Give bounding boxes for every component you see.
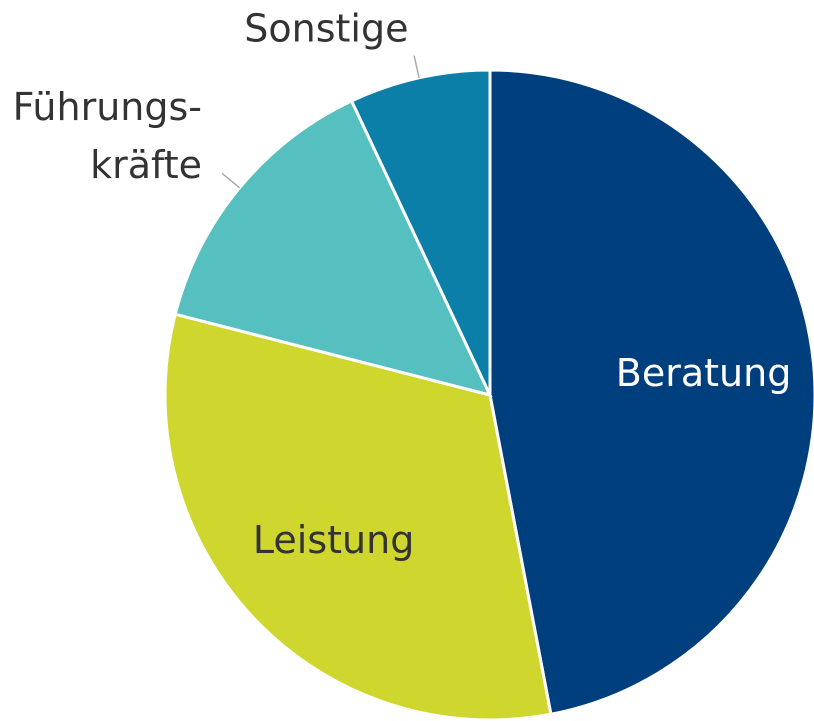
slice-label: Führungs-kräfte: [13, 84, 202, 186]
slice-label: Sonstige: [244, 6, 408, 50]
slice-label: Beratung: [616, 350, 792, 394]
leader-line: [221, 172, 241, 189]
leader-line: [413, 55, 420, 78]
slice-label: Leistung: [253, 517, 414, 561]
pie-slice: [163, 312, 553, 721]
